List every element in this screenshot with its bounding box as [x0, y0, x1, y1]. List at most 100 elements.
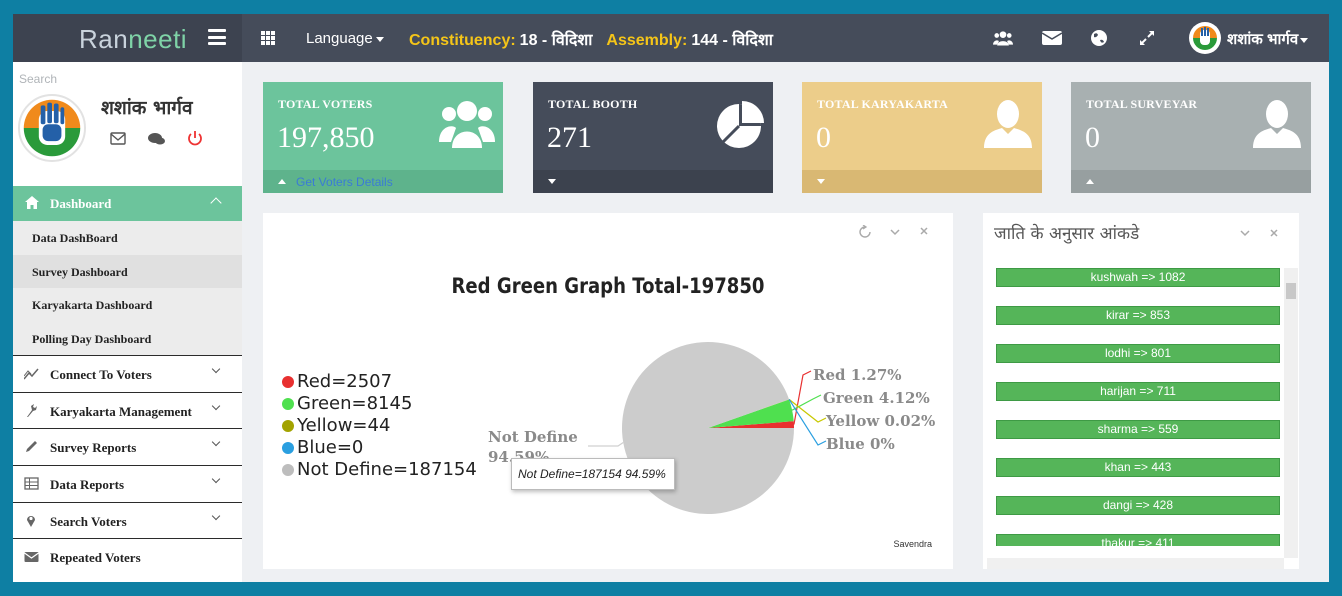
legend-dot-not-define: [282, 464, 294, 476]
pie-label-connector: [788, 398, 827, 423]
horizontal-scrollbar[interactable]: [987, 558, 1284, 569]
sidebar-item-dashboard[interactable]: Dashboard: [13, 186, 242, 221]
apps-grid-icon[interactable]: [261, 31, 275, 45]
legend-item[interactable]: Blue=0: [282, 437, 477, 459]
chart-title: Red Green Graph Total-197850: [451, 274, 765, 298]
users-icon[interactable]: [993, 28, 1013, 48]
scrollbar-thumb[interactable]: [1286, 283, 1296, 299]
globe-icon[interactable]: [1089, 28, 1109, 48]
card-value: 0: [816, 121, 831, 154]
card-value: 197,850: [277, 121, 375, 154]
legend-item[interactable]: Green=8145: [282, 393, 477, 415]
card-footer[interactable]: [1071, 170, 1311, 193]
fullscreen-icon[interactable]: [1137, 28, 1157, 48]
profile-name: शशांक भार्गव: [101, 97, 193, 119]
card-footer[interactable]: [802, 170, 1042, 193]
list-item: sharma => 559: [996, 420, 1280, 439]
vertical-scrollbar[interactable]: [1284, 268, 1298, 558]
card-footer[interactable]: Get Voters Details: [263, 170, 503, 193]
constituency-info: Constituency: 18 - विदिशा Assembly: 144 - व…: [409, 28, 787, 50]
sidebar-subitem-label: Karyakarta Dashboard: [32, 298, 153, 312]
card-value: 0: [1085, 121, 1100, 154]
table-icon: [24, 477, 39, 490]
total-surveyar-card: TOTAL SURVEYAR 0: [1071, 82, 1311, 193]
chart-credit: Savendra: [893, 539, 932, 549]
sidebar-item-data-reports[interactable]: Data Reports: [13, 465, 242, 502]
legend-label: Blue=0: [297, 437, 364, 458]
menu-toggle-icon[interactable]: [208, 29, 226, 45]
sidebar-subitem-label: Survey Dashboard: [32, 264, 128, 279]
user-icon: [984, 100, 1032, 148]
user-icon: [1253, 100, 1301, 148]
user-avatar[interactable]: [1189, 22, 1221, 54]
card-title: TOTAL SURVEYAR: [1086, 97, 1198, 111]
app-frame: Ranneeti Language Constituency: 18 - विदि…: [13, 14, 1329, 582]
list-item: thakur => 411: [996, 534, 1280, 546]
list-item: dangi => 428: [996, 496, 1280, 515]
language-dropdown[interactable]: Language: [306, 30, 384, 47]
chevron-down-icon: [211, 438, 221, 447]
chevron-down-icon[interactable]: [1240, 230, 1250, 237]
chevron-down-icon: [211, 511, 221, 520]
sidebar: Search शशांक भार्गव Dashboard Data DashB…: [13, 62, 242, 582]
panel-controls: [1240, 229, 1278, 237]
list-item: harijan => 711: [996, 382, 1280, 401]
chat-icon[interactable]: [148, 133, 165, 145]
sidebar-item-label: Survey Reports: [50, 440, 137, 456]
sidebar-subitem-polling-day-dashboard[interactable]: Polling Day Dashboard: [13, 321, 242, 355]
sidebar-search-input[interactable]: Search: [19, 72, 58, 86]
power-icon[interactable]: [188, 131, 202, 146]
close-icon[interactable]: [1270, 229, 1278, 237]
pencil-icon: [26, 441, 37, 453]
caret-down-icon: [375, 36, 384, 42]
legend-item[interactable]: Not Define=187154: [282, 459, 477, 481]
legend-item[interactable]: Yellow=44: [282, 415, 477, 437]
sidebar-item-survey-reports[interactable]: Survey Reports: [13, 428, 242, 466]
caret-up-icon: [1086, 179, 1094, 184]
map-marker-icon: [27, 515, 35, 527]
logo[interactable]: Ranneeti: [13, 14, 242, 62]
card-title: TOTAL BOOTH: [548, 97, 638, 111]
mail-icon[interactable]: [110, 132, 126, 145]
legend-label: Yellow=44: [297, 415, 391, 436]
chevron-down-icon[interactable]: [890, 229, 900, 236]
total-booth-card: TOTAL BOOTH 271: [533, 82, 773, 193]
caste-list: kushwah => 1082 kirar => 853 lodhi => 80…: [996, 268, 1280, 546]
caret-up-icon: [278, 179, 286, 184]
envelope-icon[interactable]: [1042, 28, 1062, 48]
profile-picture: [18, 94, 86, 162]
assembly-value: 144 - विदिशा: [691, 32, 773, 49]
sidebar-item-repeated-voters[interactable]: Repeated Voters: [13, 538, 242, 576]
legend-item[interactable]: Red=2507: [282, 371, 477, 393]
pie-label-yellow: Yellow 0.02%: [825, 412, 935, 430]
constituency-label: Constituency:: [409, 32, 516, 49]
sidebar-item-label: Repeated Voters: [50, 550, 141, 566]
legend-dot-green: [282, 398, 294, 410]
pie-slice-green[interactable]: [708, 399, 794, 428]
constituency-value: 18 - विदिशा: [519, 32, 593, 49]
sidebar-subitem-survey-dashboard[interactable]: Survey Dashboard: [13, 254, 242, 288]
legend-label: Not Define=187154: [297, 459, 477, 480]
card-title: TOTAL KARYAKARTA: [817, 97, 948, 111]
card-footer[interactable]: [533, 170, 773, 193]
sidebar-item-connect-to-voters[interactable]: Connect To Voters: [13, 355, 242, 392]
sidebar-item-karyakarta-management[interactable]: Karyakarta Management: [13, 391, 242, 429]
chart-legend: Red=2507 Green=8145 Yellow=44 Blue=0 Not…: [282, 371, 477, 481]
list-item: kushwah => 1082: [996, 268, 1280, 287]
pie-slice-yellow[interactable]: [708, 399, 790, 428]
caret-down-icon: [548, 179, 556, 184]
envelope-icon: [24, 552, 39, 563]
sidebar-item-search-voters[interactable]: Search Voters: [13, 501, 242, 539]
caret-down-icon: [817, 179, 825, 184]
pie-slice-red[interactable]: [708, 421, 794, 428]
panel-title: जाति के अनुसार आंकडे: [994, 224, 1140, 244]
pie-chart-icon: [717, 101, 764, 148]
logo-part2: neeti: [128, 24, 188, 54]
sidebar-subitem-karyakarta-dashboard[interactable]: Karyakarta Dashboard: [13, 288, 242, 322]
assembly-label: Assembly:: [606, 32, 688, 49]
close-icon[interactable]: [920, 227, 928, 235]
sidebar-subitem-data-dashboard[interactable]: Data DashBoard: [13, 221, 242, 255]
get-voters-details-link[interactable]: Get Voters Details: [296, 175, 393, 189]
user-menu[interactable]: शशांक भार्गव: [1227, 29, 1309, 49]
refresh-icon[interactable]: [859, 225, 871, 238]
